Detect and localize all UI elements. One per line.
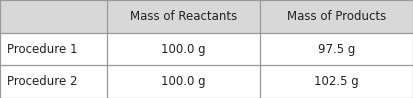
Bar: [260, 0, 413, 33]
Bar: [0, 33, 107, 65]
Text: Mass of Products: Mass of Products: [287, 10, 386, 23]
Text: Procedure 2: Procedure 2: [7, 75, 78, 88]
Bar: [260, 33, 413, 65]
Bar: [107, 0, 260, 33]
Text: Procedure 1: Procedure 1: [7, 43, 78, 56]
Bar: [0, 0, 107, 33]
Bar: [0, 65, 107, 98]
Bar: [260, 65, 413, 98]
Bar: [107, 65, 260, 98]
Text: 100.0 g: 100.0 g: [161, 75, 206, 88]
Text: 100.0 g: 100.0 g: [161, 43, 206, 56]
Text: 102.5 g: 102.5 g: [314, 75, 359, 88]
Bar: [107, 33, 260, 65]
Text: 97.5 g: 97.5 g: [318, 43, 355, 56]
Text: Mass of Reactants: Mass of Reactants: [130, 10, 237, 23]
